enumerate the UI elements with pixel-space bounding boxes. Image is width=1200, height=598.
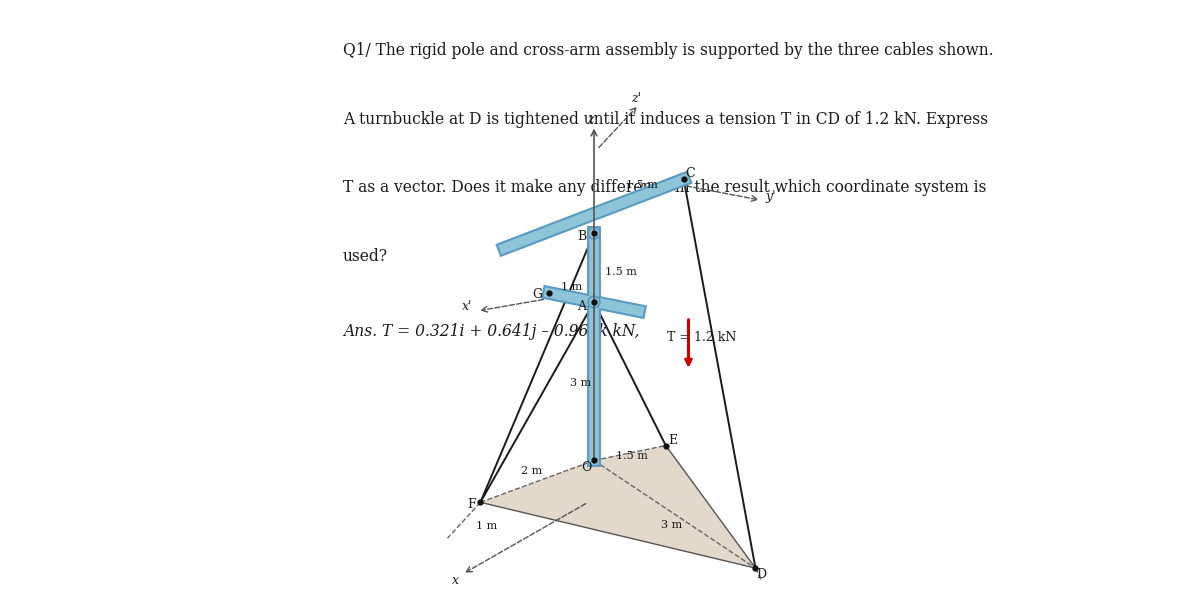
Text: O: O [582,461,592,474]
Text: Ans. T = 0.321i + 0.641j – 0.962k kN,: Ans. T = 0.321i + 0.641j – 0.962k kN, [343,323,640,340]
Circle shape [588,296,600,308]
Text: A: A [577,300,586,313]
Text: D: D [756,568,767,581]
Text: 1.5 m: 1.5 m [616,451,648,461]
Text: 1 m: 1 m [560,282,582,292]
Text: T = 1.2 kN: T = 1.2 kN [667,331,737,344]
Text: y': y' [766,190,775,203]
Text: z: z [587,113,594,126]
Text: used?: used? [343,248,388,265]
Circle shape [590,298,599,306]
Text: 1.5 m: 1.5 m [605,267,637,277]
Text: 3 m: 3 m [570,378,592,388]
Polygon shape [480,446,756,568]
Text: 2 m: 2 m [521,466,542,476]
Text: F: F [467,498,475,511]
Text: A turnbuckle at D is tightened until it induces a tension T in CD of 1.2 kN. Exp: A turnbuckle at D is tightened until it … [343,111,988,127]
Text: Q1/ The rigid pole and cross-arm assembly is supported by the three cables shown: Q1/ The rigid pole and cross-arm assembl… [343,42,994,59]
Circle shape [588,227,600,239]
Text: x': x' [462,300,473,313]
Circle shape [590,229,599,237]
Text: z': z' [631,92,641,105]
Text: G: G [533,288,542,301]
Text: 1 m: 1 m [475,521,497,531]
Text: x: x [451,573,458,587]
Text: C: C [685,167,695,180]
Text: E: E [668,434,678,447]
Text: B: B [577,230,586,243]
Text: T as a vector. Does it make any difference in the result which coordinate system: T as a vector. Does it make any differen… [343,179,986,196]
Text: 1.5 m: 1.5 m [626,181,658,190]
Text: 3 m: 3 m [661,520,683,530]
